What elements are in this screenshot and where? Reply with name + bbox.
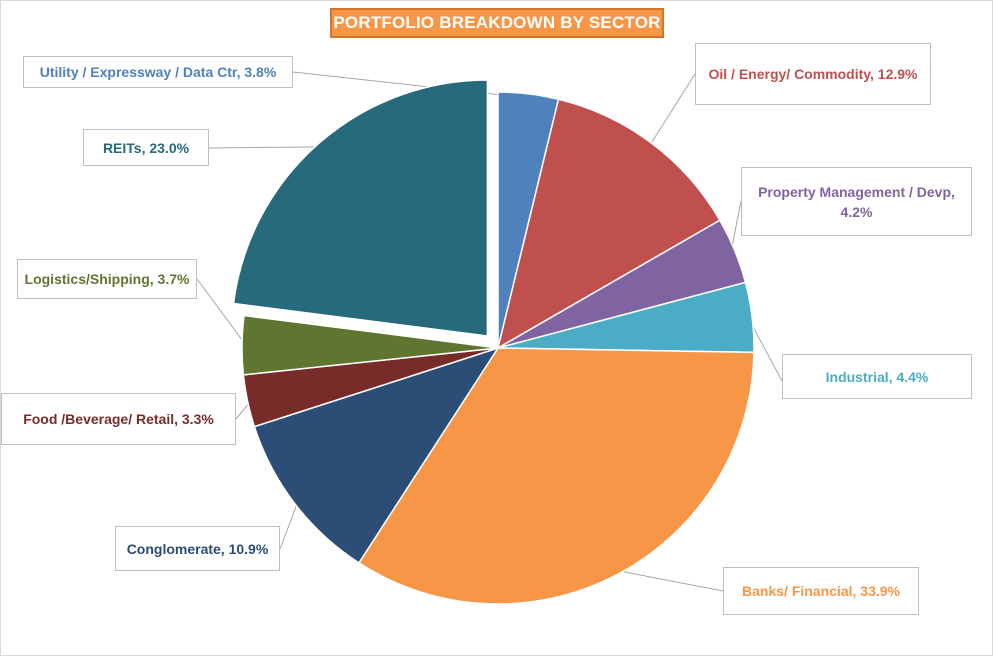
data-label-food-beverage: Food /Beverage/ Retail, 3.3% xyxy=(1,393,236,445)
data-label-property: Property Management / Devp, 4.2% xyxy=(741,167,972,236)
data-label-industrial: Industrial, 4.4% xyxy=(782,354,972,399)
pie-slice-logistics-shipping xyxy=(241,314,499,376)
leader-line xyxy=(616,569,724,592)
leader-line xyxy=(648,73,696,147)
leader-line xyxy=(208,146,321,149)
pie-slices xyxy=(232,79,755,605)
data-label-conglomerate: Conglomerate, 10.9% xyxy=(115,526,280,571)
leader-line xyxy=(292,71,529,99)
data-label-utility: Utility / Expressway / Data Ctr, 3.8% xyxy=(23,56,293,88)
data-label-oil-energy: Oil / Energy/ Commodity, 12.9% xyxy=(695,43,931,105)
data-label-logistics: Logistics/Shipping, 3.7% xyxy=(17,259,197,299)
leader-lines xyxy=(196,71,783,592)
pie-slice-conglomerate xyxy=(253,346,500,564)
pie-slice-reits xyxy=(232,79,489,337)
pie-slice-oil-energy-commodity xyxy=(496,98,721,350)
data-label-banks: Banks/ Financial, 33.9% xyxy=(723,567,919,615)
leader-line xyxy=(196,278,247,346)
pie-slice-banks-financial xyxy=(357,347,755,605)
leader-line xyxy=(730,200,742,253)
data-label-reits: REITs, 23.0% xyxy=(83,129,209,166)
chart-title: PORTFOLIO BREAKDOWN BY SECTOR xyxy=(330,8,664,38)
leader-line xyxy=(279,501,299,550)
